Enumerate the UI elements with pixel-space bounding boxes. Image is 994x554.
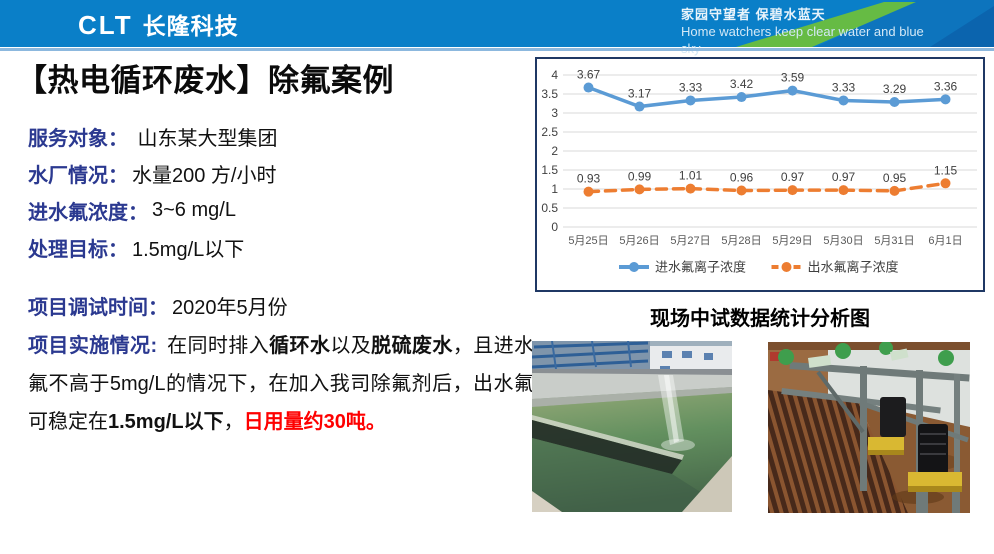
impl-text: ，且进水氟不高于5mg/L的情况下，在加入我司除氟剂后，出水氟可稳定在 xyxy=(28,335,535,433)
svg-text:3.29: 3.29 xyxy=(883,82,907,96)
info-row-inlet-fluoride: 进水氟浓度： 3~6 mg/L xyxy=(28,192,528,229)
info-row-plant: 水厂情况： 水量200 方/小时 xyxy=(28,155,528,192)
impl-text: ， xyxy=(223,411,244,433)
info-value: 3~6 mg/L xyxy=(152,199,236,221)
svg-text:4: 4 xyxy=(551,68,558,82)
svg-text:1.15: 1.15 xyxy=(934,163,958,177)
treatment-pool-illustration xyxy=(532,341,732,512)
header-corner-decoration xyxy=(736,0,994,47)
info-label: 处理目标： xyxy=(28,239,128,261)
impl-text: 在同时排入 xyxy=(161,335,270,357)
logo-abbr: CLT xyxy=(78,10,133,40)
info-row-target: 处理目标： 1.5mg/L以下 xyxy=(28,229,528,266)
svg-text:3.42: 3.42 xyxy=(730,77,754,91)
svg-text:5月29日: 5月29日 xyxy=(772,235,812,247)
logo-name: 长隆科技 xyxy=(142,13,239,39)
svg-text:5月30日: 5月30日 xyxy=(823,235,863,247)
svg-text:1.5: 1.5 xyxy=(541,163,558,177)
svg-text:0.97: 0.97 xyxy=(781,170,805,184)
svg-text:1: 1 xyxy=(551,182,558,196)
svg-text:2.5: 2.5 xyxy=(541,125,558,139)
header-green-ribbon xyxy=(736,2,916,47)
svg-text:5月25日: 5月25日 xyxy=(568,235,608,247)
info-label: 水厂情况： xyxy=(28,165,128,187)
pilot-data-line-chart: 0 0.5 1 1.5 2 2.5 3 3.5 4 5月25日 5月26日 5月27日 5月28日 5月2… xyxy=(535,57,985,292)
info-label: 进水氟浓度： xyxy=(28,202,148,224)
header-dark-triangle xyxy=(930,6,994,47)
svg-text:3.67: 3.67 xyxy=(577,68,601,82)
info-value: 水量200 方/小时 xyxy=(132,165,277,187)
svg-text:3.5: 3.5 xyxy=(541,87,558,101)
svg-text:0: 0 xyxy=(551,220,558,234)
slogan-english: Home watchers keep clear water and blue … xyxy=(681,24,924,56)
svg-text:3: 3 xyxy=(551,106,558,120)
info-label: 服务对象： xyxy=(28,128,128,150)
impl-bold-desulfurization-wastewater: 脱硫废水 xyxy=(371,335,453,357)
dosing-pumps-illustration xyxy=(768,342,970,513)
info-value: 山东某大型集团 xyxy=(132,128,278,150)
line-chart-canvas: 0 0.5 1 1.5 2 2.5 3 3.5 4 5月25日 5月26日 5月27日 5月28日 5月2… xyxy=(541,68,977,275)
company-logo: CLT 长隆科技 xyxy=(78,7,239,41)
svg-text:3.33: 3.33 xyxy=(679,80,703,94)
svg-text:5月31日: 5月31日 xyxy=(874,235,914,247)
info-value: 1.5mg/L以下 xyxy=(132,239,245,261)
info-value: 2020年5月份 xyxy=(172,297,288,319)
svg-text:出水氟离子浓度: 出水氟离子浓度 xyxy=(808,260,899,275)
page-title: 【热电循环废水】除氟案例 xyxy=(16,63,394,98)
svg-text:3.17: 3.17 xyxy=(628,87,652,101)
photo-dosing-pumps xyxy=(768,342,970,513)
slogan-chinese: 家园守望者 保碧水蓝天 xyxy=(681,7,826,22)
header-divider xyxy=(0,48,994,51)
impl-red-dosage: 日用量约30吨。 xyxy=(243,411,386,433)
header-bar: CLT 长隆科技 家园守望者 保碧水蓝天 Home watchers keep … xyxy=(0,0,994,56)
svg-text:5月28日: 5月28日 xyxy=(721,235,761,247)
svg-text:0.5: 0.5 xyxy=(541,201,558,215)
impl-bold-circulating-water: 循环水 xyxy=(269,335,331,357)
impl-text: 以及 xyxy=(330,335,372,357)
chart-caption: 现场中试数据统计分析图 xyxy=(650,308,870,330)
svg-text:3.33: 3.33 xyxy=(832,80,856,94)
svg-text:3.59: 3.59 xyxy=(781,71,805,85)
svg-text:3.36: 3.36 xyxy=(934,79,958,93)
info-row-service-target: 服务对象： 山东某大型集团 xyxy=(28,118,528,155)
svg-text:0.97: 0.97 xyxy=(832,170,856,184)
svg-text:0.99: 0.99 xyxy=(628,169,652,183)
case-info-list: 服务对象： 山东某大型集团 水厂情况： 水量200 方/小时 进水氟浓度： 3~… xyxy=(28,118,528,319)
info-label: 项目调试时间： xyxy=(28,297,168,319)
svg-text:0.93: 0.93 xyxy=(577,172,601,186)
impl-bold-limit: 1.5mg/L以下 xyxy=(108,411,224,433)
svg-text:1.01: 1.01 xyxy=(679,169,703,183)
svg-text:0.96: 0.96 xyxy=(730,171,754,185)
header-slogan: 家园守望者 保碧水蓝天 Home watchers keep clear wat… xyxy=(681,6,941,57)
implementation-paragraph: 项目实施情况: 在同时排入循环水以及脱硫废水，且进水氟不高于5mg/L的情况下，… xyxy=(28,327,534,441)
info-row-commissioning-time: 项目调试时间： 2020年5月份 xyxy=(28,287,288,324)
photo-treatment-pool xyxy=(532,341,732,512)
svg-text:5月26日: 5月26日 xyxy=(619,235,659,247)
svg-text:进水氟离子浓度: 进水氟离子浓度 xyxy=(655,260,746,275)
svg-text:2: 2 xyxy=(551,144,558,158)
svg-text:5月27日: 5月27日 xyxy=(670,235,710,247)
svg-text:0.95: 0.95 xyxy=(883,171,907,185)
svg-text:6月1日: 6月1日 xyxy=(928,235,962,247)
impl-label: 项目实施情况: xyxy=(28,335,158,357)
